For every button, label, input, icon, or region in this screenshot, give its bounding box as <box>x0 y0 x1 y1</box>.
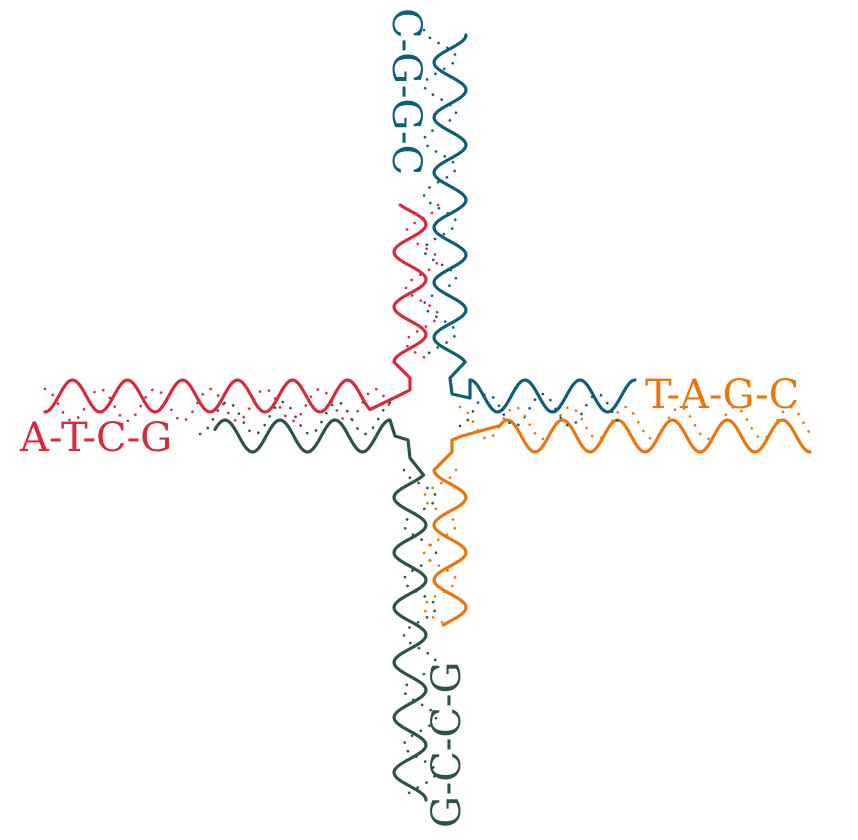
top-arm-sequence: C-G-G-C <box>383 8 429 175</box>
strand-darkgreen <box>213 418 428 802</box>
base-pair-dots <box>43 28 817 802</box>
dots-orange-bottom <box>422 468 458 627</box>
strand-layer <box>43 33 812 802</box>
bottom-arm-sequence: G-C-C-G <box>424 662 470 828</box>
strand-red <box>43 203 428 414</box>
dots-red-left <box>43 387 392 423</box>
dots-green-left <box>198 400 392 436</box>
left-arm-sequence: A-T-C-G <box>19 415 172 461</box>
strand-teal <box>432 33 637 414</box>
right-arm-sequence: T-A-G-C <box>645 372 799 418</box>
dots-teal-top <box>422 28 458 362</box>
strand-orange <box>432 418 812 627</box>
dots-orange-right <box>458 405 817 441</box>
dots-green-bottom <box>402 468 438 802</box>
